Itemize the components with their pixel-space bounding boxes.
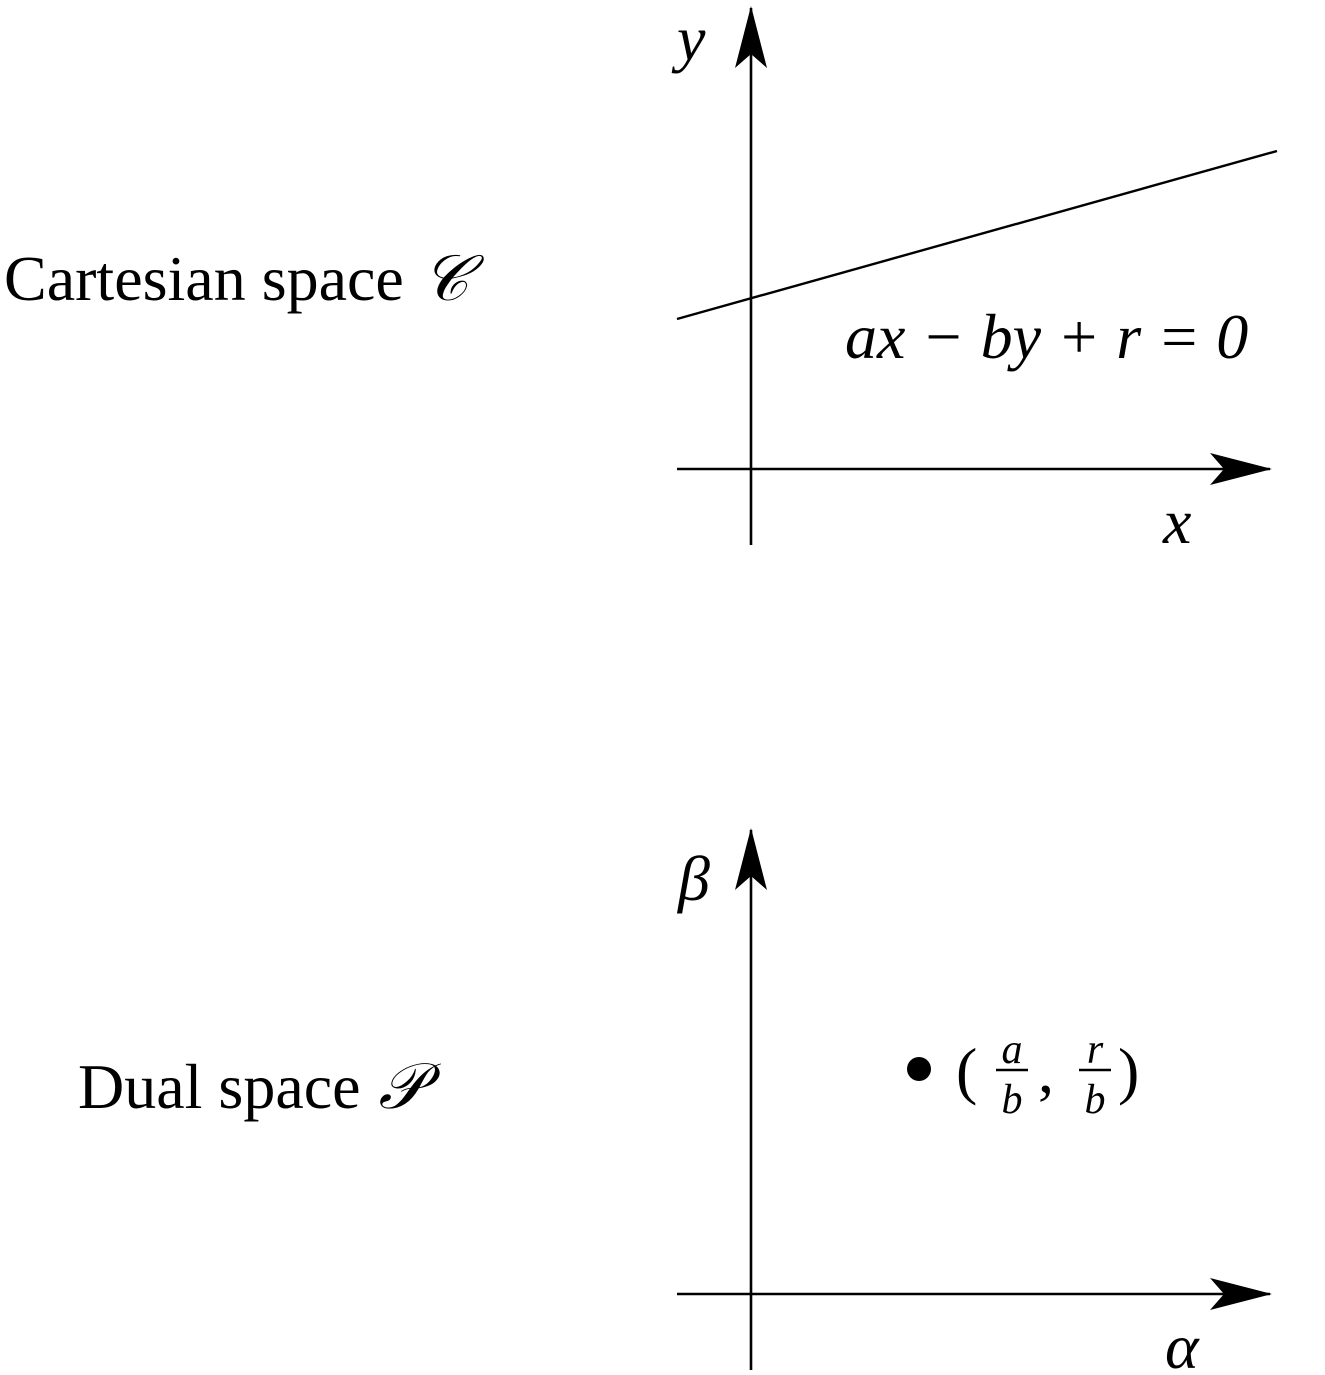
x-axis-label: x xyxy=(1162,486,1191,557)
frac2-denominator: b xyxy=(1085,1077,1106,1123)
line-graph xyxy=(676,149,1278,321)
alpha-axis-label: α xyxy=(1165,1311,1200,1375)
dual-point xyxy=(907,1057,931,1081)
frac1-numerator: a xyxy=(1002,1027,1023,1073)
dual-space-symbol: 𝒫 xyxy=(379,1051,442,1122)
open-paren: ( xyxy=(956,1035,977,1106)
beta-axis-label: β xyxy=(676,843,710,914)
cartesian-space-label: Cartesian space xyxy=(4,243,404,314)
line-equation: ax − by + r = 0 xyxy=(845,301,1248,372)
y-axis-label: y xyxy=(671,3,706,74)
frac1-denominator: b xyxy=(1002,1077,1023,1123)
dual-point-label: ( a b , r b ) xyxy=(956,1027,1139,1123)
frac2-numerator: r xyxy=(1087,1027,1104,1073)
cartesian-space-title: Cartesian space 𝒞 xyxy=(4,243,485,314)
comma: , xyxy=(1038,1035,1054,1106)
cartesian-space-symbol: 𝒞 xyxy=(422,243,485,314)
cartesian-panel: Cartesian space 𝒞 y x ax − by + r = 0 xyxy=(4,3,1278,557)
dual-space-title: Dual space 𝒫 xyxy=(78,1051,442,1122)
dual-space-label: Dual space xyxy=(78,1051,361,1122)
close-paren: ) xyxy=(1118,1035,1139,1106)
dual-panel: Dual space 𝒫 β α ( a b , r b ) xyxy=(78,828,1272,1375)
